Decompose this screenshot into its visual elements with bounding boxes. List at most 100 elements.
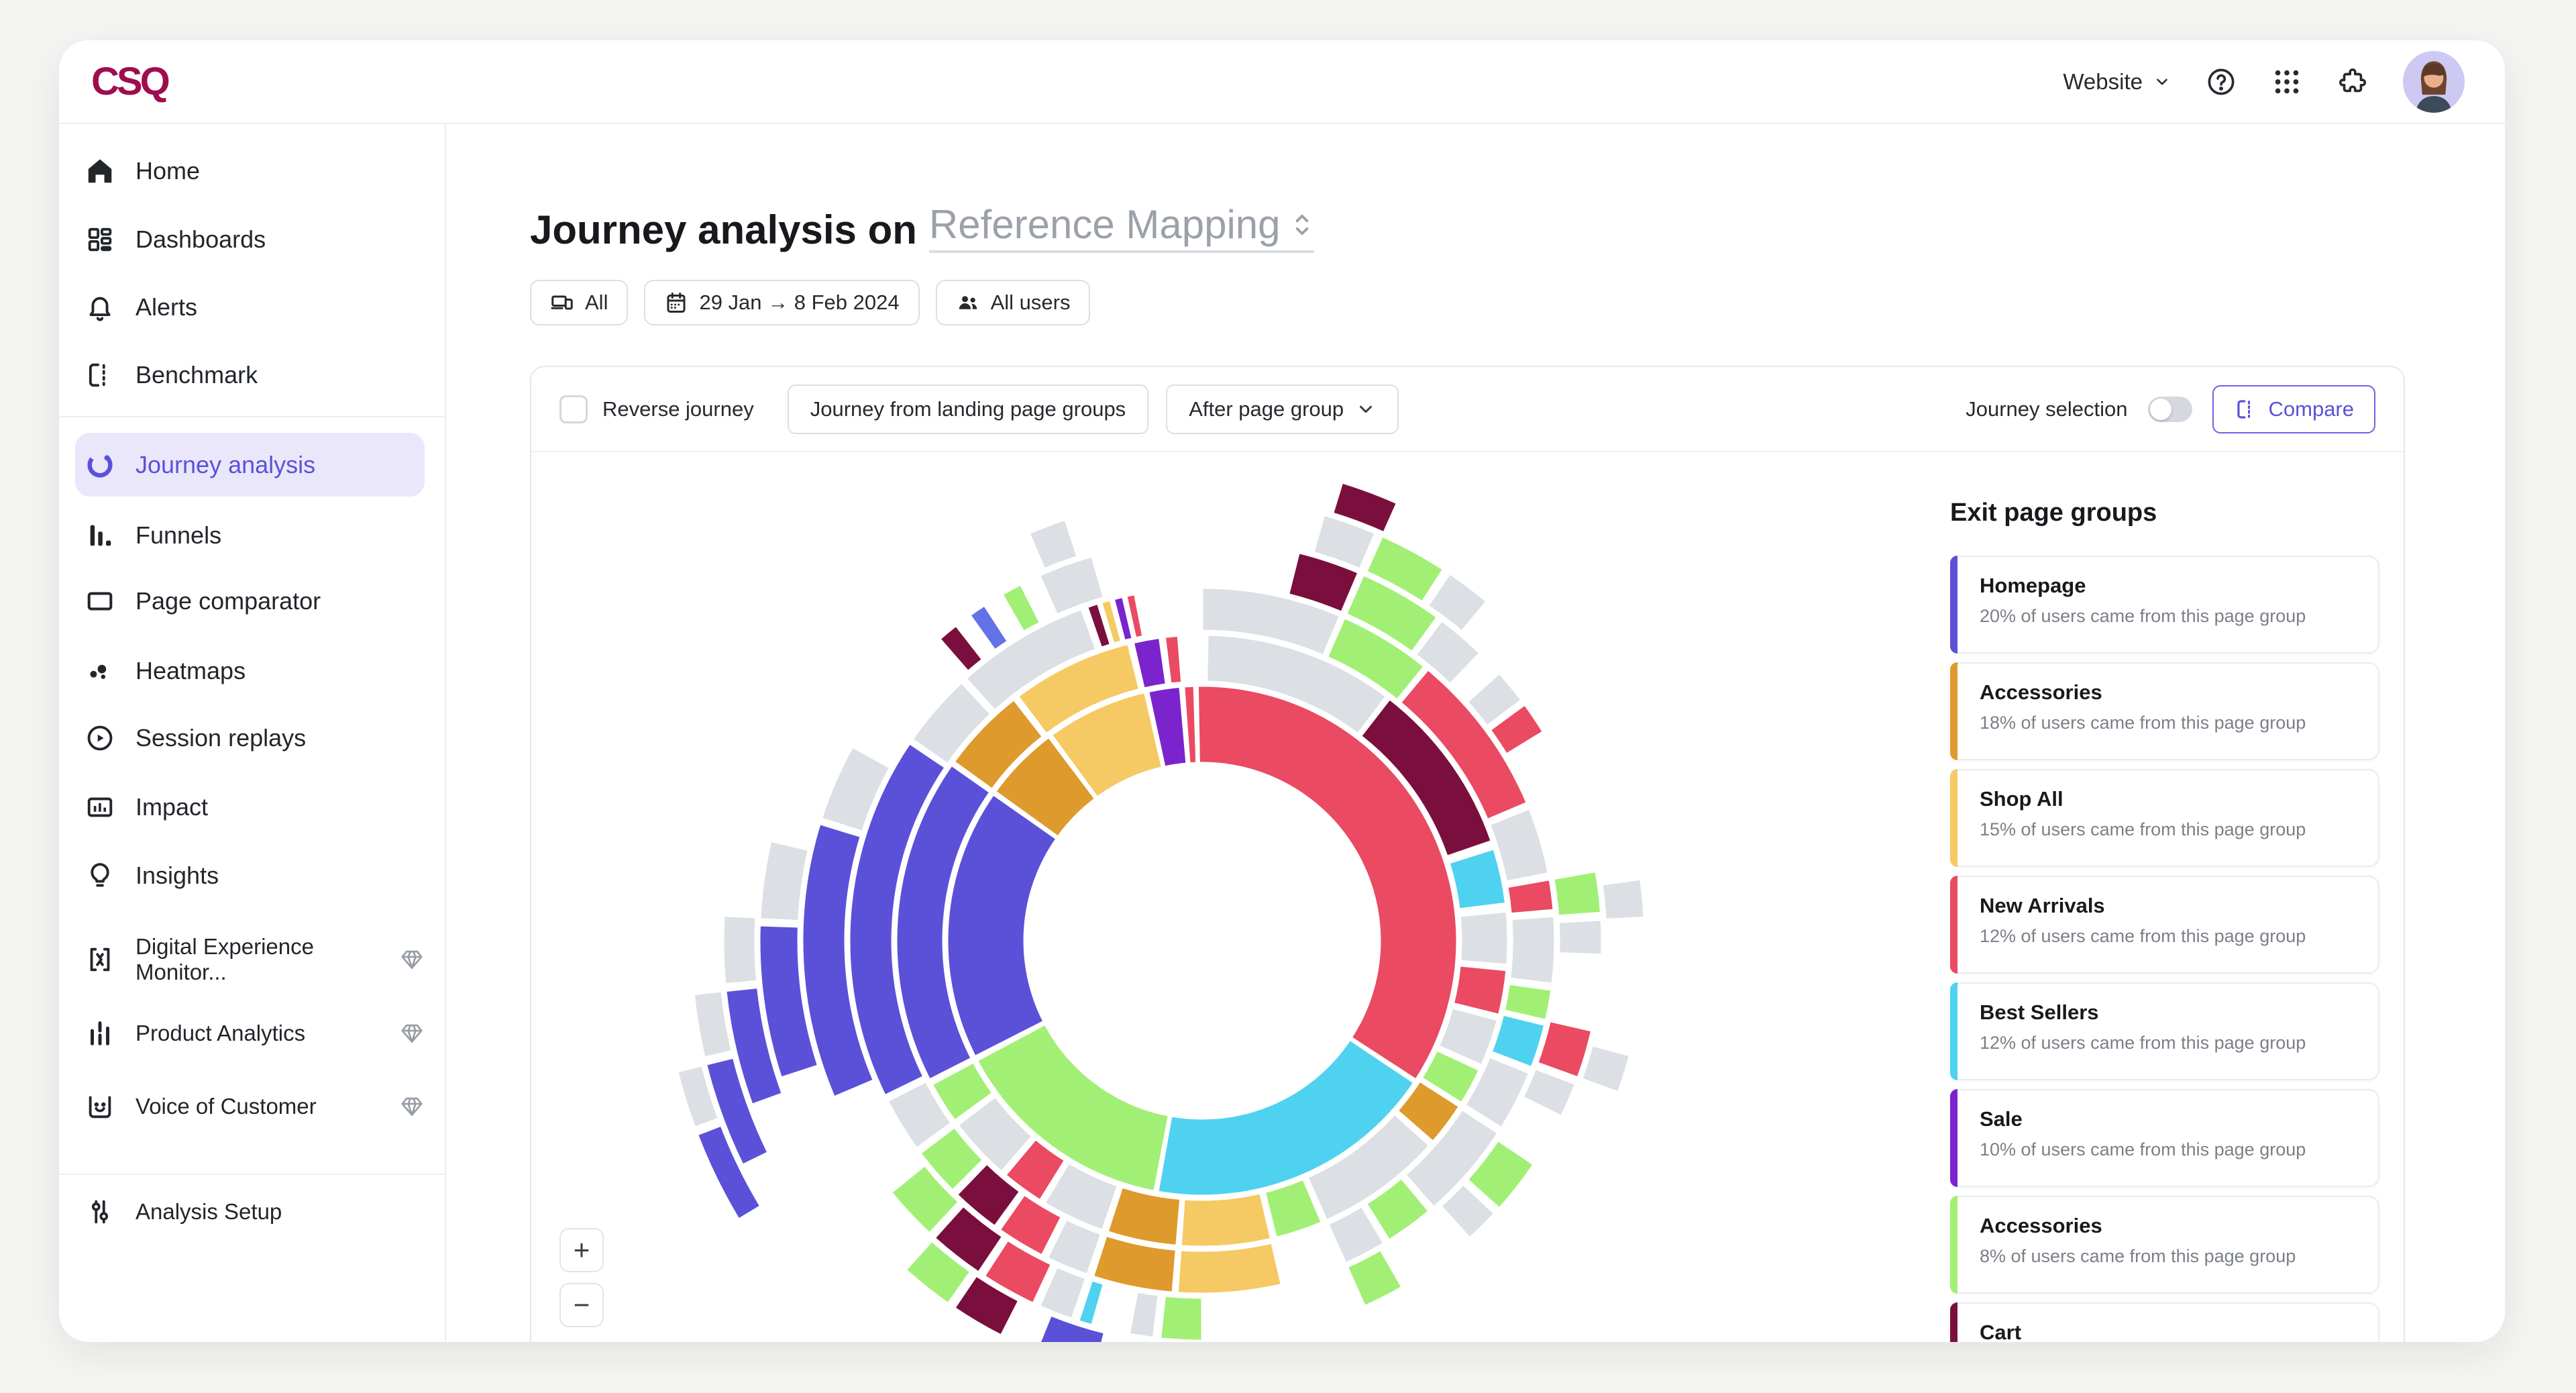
sunburst-segment[interactable] bbox=[998, 1193, 1063, 1257]
sunburst-segment[interactable] bbox=[1157, 1038, 1415, 1197]
sidebar-item-home[interactable]: Home bbox=[75, 147, 425, 195]
sunburst-segment[interactable] bbox=[1091, 1234, 1177, 1294]
sunburst-segment[interactable] bbox=[975, 1023, 1171, 1193]
sunburst-segment[interactable] bbox=[955, 1162, 1022, 1228]
sunburst-segment[interactable] bbox=[1344, 573, 1439, 654]
sunburst-segment[interactable] bbox=[848, 741, 947, 1097]
sidebar-item-product-analytics[interactable]: Product Analytics bbox=[75, 1009, 425, 1057]
sunburst-segment[interactable] bbox=[1521, 1067, 1577, 1118]
sunburst-segment[interactable] bbox=[1466, 1139, 1536, 1210]
workspace-selector[interactable]: Website bbox=[2063, 69, 2171, 95]
sunburst-segment[interactable] bbox=[1508, 915, 1556, 985]
audience-filter-chip[interactable]: All users bbox=[935, 280, 1091, 325]
sunburst-segment[interactable] bbox=[1359, 697, 1493, 858]
sunburst-segment[interactable] bbox=[953, 1274, 1020, 1337]
sidebar-item-benchmark[interactable]: Benchmark bbox=[75, 351, 425, 399]
sunburst-segment[interactable] bbox=[1426, 572, 1489, 633]
sunburst-segment[interactable] bbox=[1466, 672, 1523, 727]
sunburst-segment[interactable] bbox=[1437, 1007, 1499, 1067]
sunburst-segment[interactable] bbox=[1004, 1137, 1067, 1202]
sunburst-segment[interactable] bbox=[890, 1164, 961, 1235]
sunburst-segment[interactable] bbox=[1488, 807, 1550, 883]
sunburst-segment[interactable] bbox=[704, 1056, 769, 1167]
sunburst-segment[interactable] bbox=[1448, 847, 1507, 911]
sunburst-segment[interactable] bbox=[933, 1204, 1004, 1274]
sunburst-segment[interactable] bbox=[1399, 668, 1529, 821]
sunburst-segment[interactable] bbox=[1183, 684, 1198, 765]
sunburst-segment[interactable] bbox=[1312, 513, 1377, 570]
sidebar-item-page-comparator[interactable]: Page comparator bbox=[75, 577, 425, 625]
sunburst-segment[interactable] bbox=[1439, 1182, 1497, 1240]
sunburst-segment[interactable] bbox=[930, 1061, 994, 1123]
sunburst-segment[interactable] bbox=[1326, 1204, 1385, 1265]
sunburst-segment[interactable] bbox=[1099, 599, 1123, 646]
sunburst-segment[interactable] bbox=[1163, 634, 1183, 685]
sunburst-segment[interactable] bbox=[946, 792, 1058, 1058]
sunburst-segment[interactable] bbox=[1085, 602, 1112, 650]
exit-card-new-arrivals[interactable]: New Arrivals 12% of users came from this… bbox=[1950, 876, 2379, 974]
sidebar-item-alerts[interactable]: Alerts bbox=[75, 283, 425, 331]
sunburst-segment[interactable] bbox=[1557, 919, 1603, 956]
sunburst-segment[interactable] bbox=[1463, 1055, 1531, 1129]
sidebar-item-analysis-setup[interactable]: Analysis Setup bbox=[75, 1188, 425, 1236]
sunburst-segment[interactable] bbox=[1046, 1218, 1103, 1276]
integrations-puzzle-icon[interactable] bbox=[2337, 66, 2368, 97]
sunburst-segment[interactable] bbox=[1038, 555, 1106, 616]
sunburst-segment[interactable] bbox=[968, 604, 1010, 652]
sunburst-segment[interactable] bbox=[1552, 870, 1603, 917]
sunburst-segment[interactable] bbox=[820, 745, 892, 833]
sidebar-item-impact[interactable]: Impact bbox=[75, 783, 425, 831]
sunburst-segment[interactable] bbox=[1146, 685, 1188, 768]
sunburst-segment[interactable] bbox=[692, 990, 733, 1059]
user-avatar[interactable] bbox=[2403, 50, 2465, 113]
sunburst-segment[interactable] bbox=[758, 924, 820, 1079]
sunburst-segment[interactable] bbox=[1580, 1043, 1631, 1094]
exit-card-best-sellers[interactable]: Best Sellers 12% of users came from this… bbox=[1950, 982, 2379, 1080]
sunburst-segment[interactable] bbox=[918, 1125, 985, 1192]
sunburst-segment[interactable] bbox=[1176, 1241, 1283, 1295]
sunburst-segment[interactable] bbox=[1077, 1279, 1106, 1327]
exit-card-cart[interactable]: Cart 5% of users came from this page gro… bbox=[1950, 1302, 2379, 1342]
sidebar-item-journey-analysis[interactable]: Journey analysis bbox=[75, 433, 425, 497]
help-icon[interactable] bbox=[2206, 66, 2237, 97]
sunburst-segment[interactable] bbox=[1420, 1049, 1481, 1104]
zoom-in-button[interactable]: + bbox=[559, 1228, 604, 1272]
sidebar-item-funnels[interactable]: Funnels bbox=[75, 511, 425, 560]
sunburst-segment[interactable] bbox=[1112, 595, 1134, 642]
sunburst-segment[interactable] bbox=[801, 822, 875, 1098]
sunburst-segment[interactable] bbox=[724, 986, 784, 1106]
sunburst-segment[interactable] bbox=[956, 1095, 1034, 1174]
sunburst-segment[interactable] bbox=[759, 839, 810, 923]
sunburst-segment[interactable] bbox=[1205, 633, 1388, 735]
sunburst-segment[interactable] bbox=[1331, 481, 1399, 534]
compare-button[interactable]: Compare bbox=[2212, 384, 2375, 433]
sunburst-segment[interactable] bbox=[1346, 1248, 1404, 1308]
device-filter-chip[interactable]: All bbox=[530, 280, 629, 325]
sidebar-item-session-replays[interactable]: Session replays bbox=[75, 714, 425, 762]
sunburst-segment[interactable] bbox=[1364, 535, 1445, 604]
sunburst-segment[interactable] bbox=[722, 915, 759, 986]
sunburst-segment[interactable] bbox=[1490, 1013, 1546, 1069]
sunburst-segment[interactable] bbox=[964, 607, 1097, 712]
sidebar-item-digital-experience-monitoring[interactable]: Digital Experience Monitor... bbox=[75, 934, 425, 984]
date-range-chip[interactable]: 29 Jan → 8 Feb 2024 bbox=[644, 280, 920, 325]
sunburst-segment[interactable] bbox=[1326, 616, 1426, 702]
sunburst-segment[interactable] bbox=[1028, 518, 1079, 570]
sunburst-segment[interactable] bbox=[1364, 1176, 1431, 1242]
sidebar-item-heatmaps[interactable]: Heatmaps bbox=[75, 647, 425, 695]
sunburst-segment[interactable] bbox=[1038, 1266, 1087, 1321]
journey-source-chip[interactable]: Journey from landing page groups bbox=[787, 384, 1149, 434]
exit-card-sale[interactable]: Sale 10% of users came from this page gr… bbox=[1950, 1089, 2379, 1187]
sunburst-segment[interactable] bbox=[895, 764, 991, 1082]
group-by-select[interactable]: After page group bbox=[1166, 384, 1399, 434]
sunburst-segment[interactable] bbox=[1306, 1113, 1432, 1222]
sunburst-segment[interactable] bbox=[1403, 1108, 1500, 1209]
sunburst-segment[interactable] bbox=[1263, 1178, 1324, 1239]
sunburst-segment[interactable] bbox=[904, 1239, 972, 1305]
sunburst-segment[interactable] bbox=[1506, 878, 1555, 915]
sunburst-segment[interactable] bbox=[1201, 586, 1342, 657]
sunburst-segment[interactable] bbox=[1196, 684, 1458, 1082]
reverse-journey-checkbox[interactable] bbox=[559, 395, 588, 423]
sunburst-segment[interactable] bbox=[1016, 642, 1141, 735]
sunburst-segment[interactable] bbox=[1503, 982, 1553, 1022]
